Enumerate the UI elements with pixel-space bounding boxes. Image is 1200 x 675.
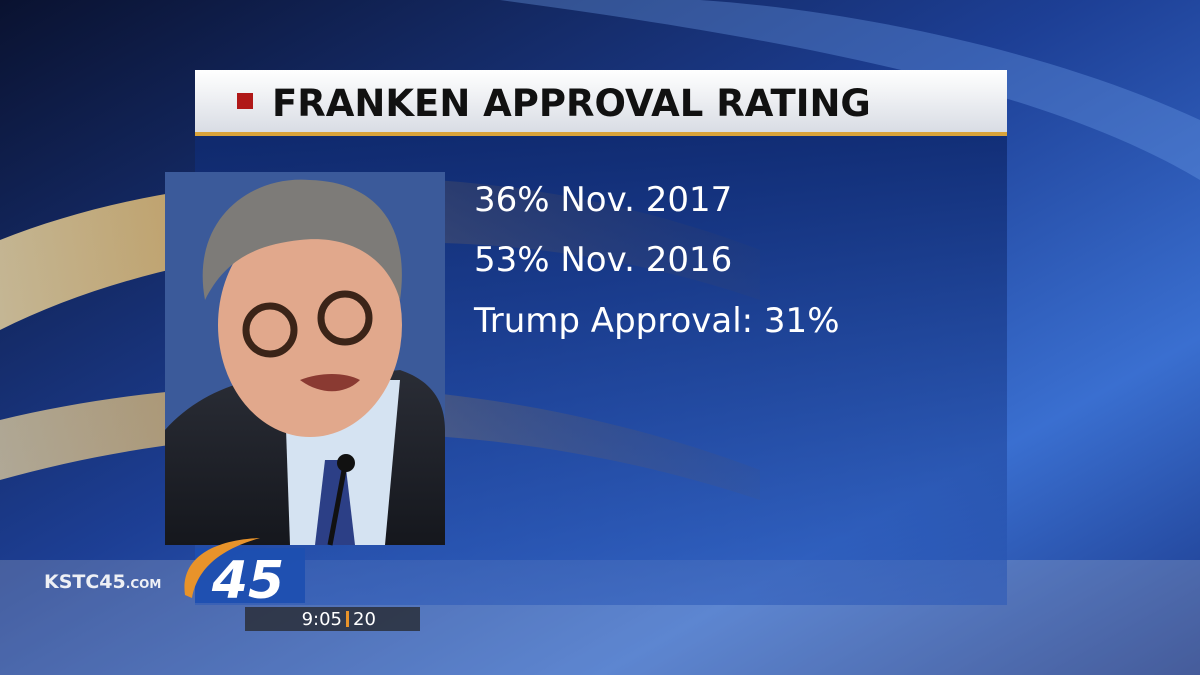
portrait [165,172,445,546]
logo-swoosh [184,538,260,598]
tie [315,460,355,545]
swoosh [500,0,1200,180]
hair [202,179,402,300]
title-bar [195,70,1007,135]
glasses [317,290,373,346]
site-url: KSTC45.COM [44,571,161,593]
mouth [300,374,360,392]
stat-line: 36% Nov. 2017 [474,180,732,220]
title-bullet [237,93,253,109]
title: FRANKEN APPROVAL RATING [272,82,871,125]
stat-line: Trump Approval: 31% [473,301,840,341]
title-underline [195,132,1007,136]
channel-logo: 45 [211,551,284,611]
clock-separator [346,611,349,627]
clock-seconds: 20 [353,609,376,630]
clock-bar [245,607,420,631]
clock-time: 9:05 [302,609,342,630]
microphone [327,464,348,546]
site-name: KSTC45 [44,571,126,593]
site-suffix: .COM [126,577,162,591]
glasses [242,302,298,358]
stat-line: 53% Nov. 2016 [474,240,732,280]
microphone-head [337,454,355,472]
